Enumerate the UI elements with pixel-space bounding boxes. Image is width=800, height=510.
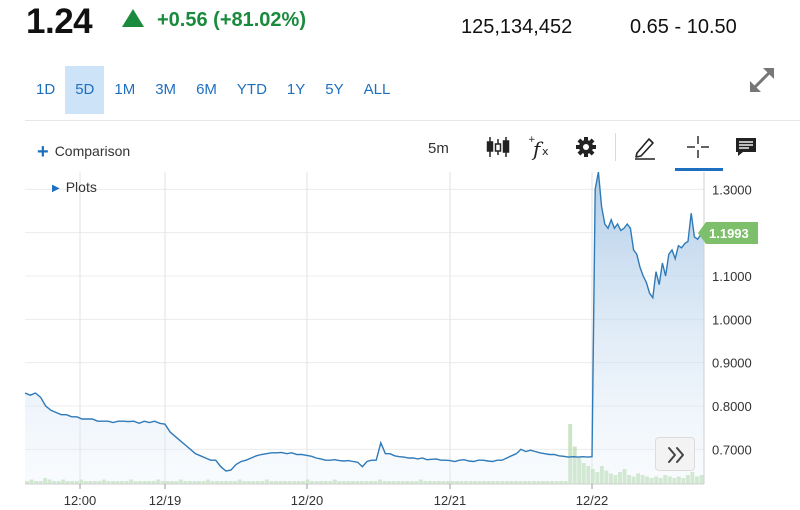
price-line <box>24 172 705 472</box>
triangle-right-icon: ▶ <box>52 183 60 194</box>
volume: 125,134,452 <box>461 16 573 38</box>
range-tab-1m[interactable]: 1M <box>114 81 136 98</box>
comparison-button[interactable]: + Comparison <box>37 141 130 164</box>
x-tick-label: 12/19 <box>149 493 182 508</box>
last-price: 1.24 <box>26 2 93 41</box>
comparison-label: Comparison <box>54 143 131 159</box>
range-tab-all[interactable]: ALL <box>363 81 391 98</box>
y-tick-label: 1.3000 <box>712 182 752 197</box>
range-tab-1y[interactable]: 1Y <box>286 81 306 98</box>
last-value-badge <box>698 221 758 244</box>
comment-icon[interactable] <box>733 134 759 160</box>
scroll-to-latest-button[interactable] <box>655 437 695 471</box>
range-tab-5y[interactable]: 5Y <box>325 81 344 98</box>
price-area <box>25 172 704 484</box>
toolbar-separator <box>615 133 616 161</box>
x-tick-label: 12/21 <box>434 493 467 508</box>
chart-toolbar: + Comparison 5m + f x <box>25 120 800 172</box>
expand-icon[interactable] <box>744 62 780 98</box>
last-value-marker: 1.1993 <box>698 221 758 244</box>
y-tick-label: 0.7000 <box>712 442 752 457</box>
y-tick-label: 1.1000 <box>712 269 752 284</box>
plots-label: Plots <box>65 179 97 195</box>
pencil-icon[interactable] <box>632 134 658 160</box>
svg-text:+: + <box>528 135 536 145</box>
range-tabs: 1D 5D 1M 3M 6M YTD 1Y 5Y ALL <box>26 66 400 114</box>
quote-header: 1.24 +0.56 (+81.02%) 125,134,452 0.65 - … <box>0 0 800 55</box>
last-value-label: 1.1993 <box>709 226 749 241</box>
candlestick-icon[interactable] <box>485 134 511 160</box>
interval-selector[interactable]: 5m <box>428 140 449 157</box>
price-chart[interactable]: 0.70000.80000.90001.00001.10001.20001.30… <box>0 172 800 510</box>
gear-icon[interactable] <box>573 134 599 160</box>
crosshair-icon[interactable] <box>685 134 711 160</box>
x-axis-ticks: 12:00 12/19 12/20 12/21 12/22 <box>64 484 609 508</box>
y-tick-label: 0.9000 <box>712 356 752 371</box>
range-tab-1d[interactable]: 1D <box>36 81 56 98</box>
up-arrow-icon <box>122 9 144 27</box>
volume-bar <box>568 424 573 484</box>
y-tick-label: 0.8000 <box>712 399 752 414</box>
plus-icon: + <box>37 141 49 163</box>
range-tab-ytd[interactable]: YTD <box>236 81 267 98</box>
plots-toggle[interactable]: ▶ Plots <box>52 179 97 195</box>
y-tick-label: 1.0000 <box>712 312 752 327</box>
range-tab-5d[interactable]: 5D <box>65 66 105 114</box>
x-tick-label: 12:00 <box>64 493 97 508</box>
crosshair-active-indicator <box>675 168 723 171</box>
price-change: +0.56 (+81.02%) <box>157 9 306 31</box>
price-range: 0.65 - 10.50 <box>630 16 737 38</box>
range-tab-3m[interactable]: 3M <box>155 81 177 98</box>
double-chevron-right-icon <box>668 447 684 463</box>
svg-text:x: x <box>542 145 549 158</box>
x-tick-label: 12/20 <box>291 493 324 508</box>
function-icon[interactable]: + f x <box>527 134 553 160</box>
range-tab-6m[interactable]: 6M <box>196 81 217 98</box>
x-tick-label: 12/22 <box>576 493 609 508</box>
